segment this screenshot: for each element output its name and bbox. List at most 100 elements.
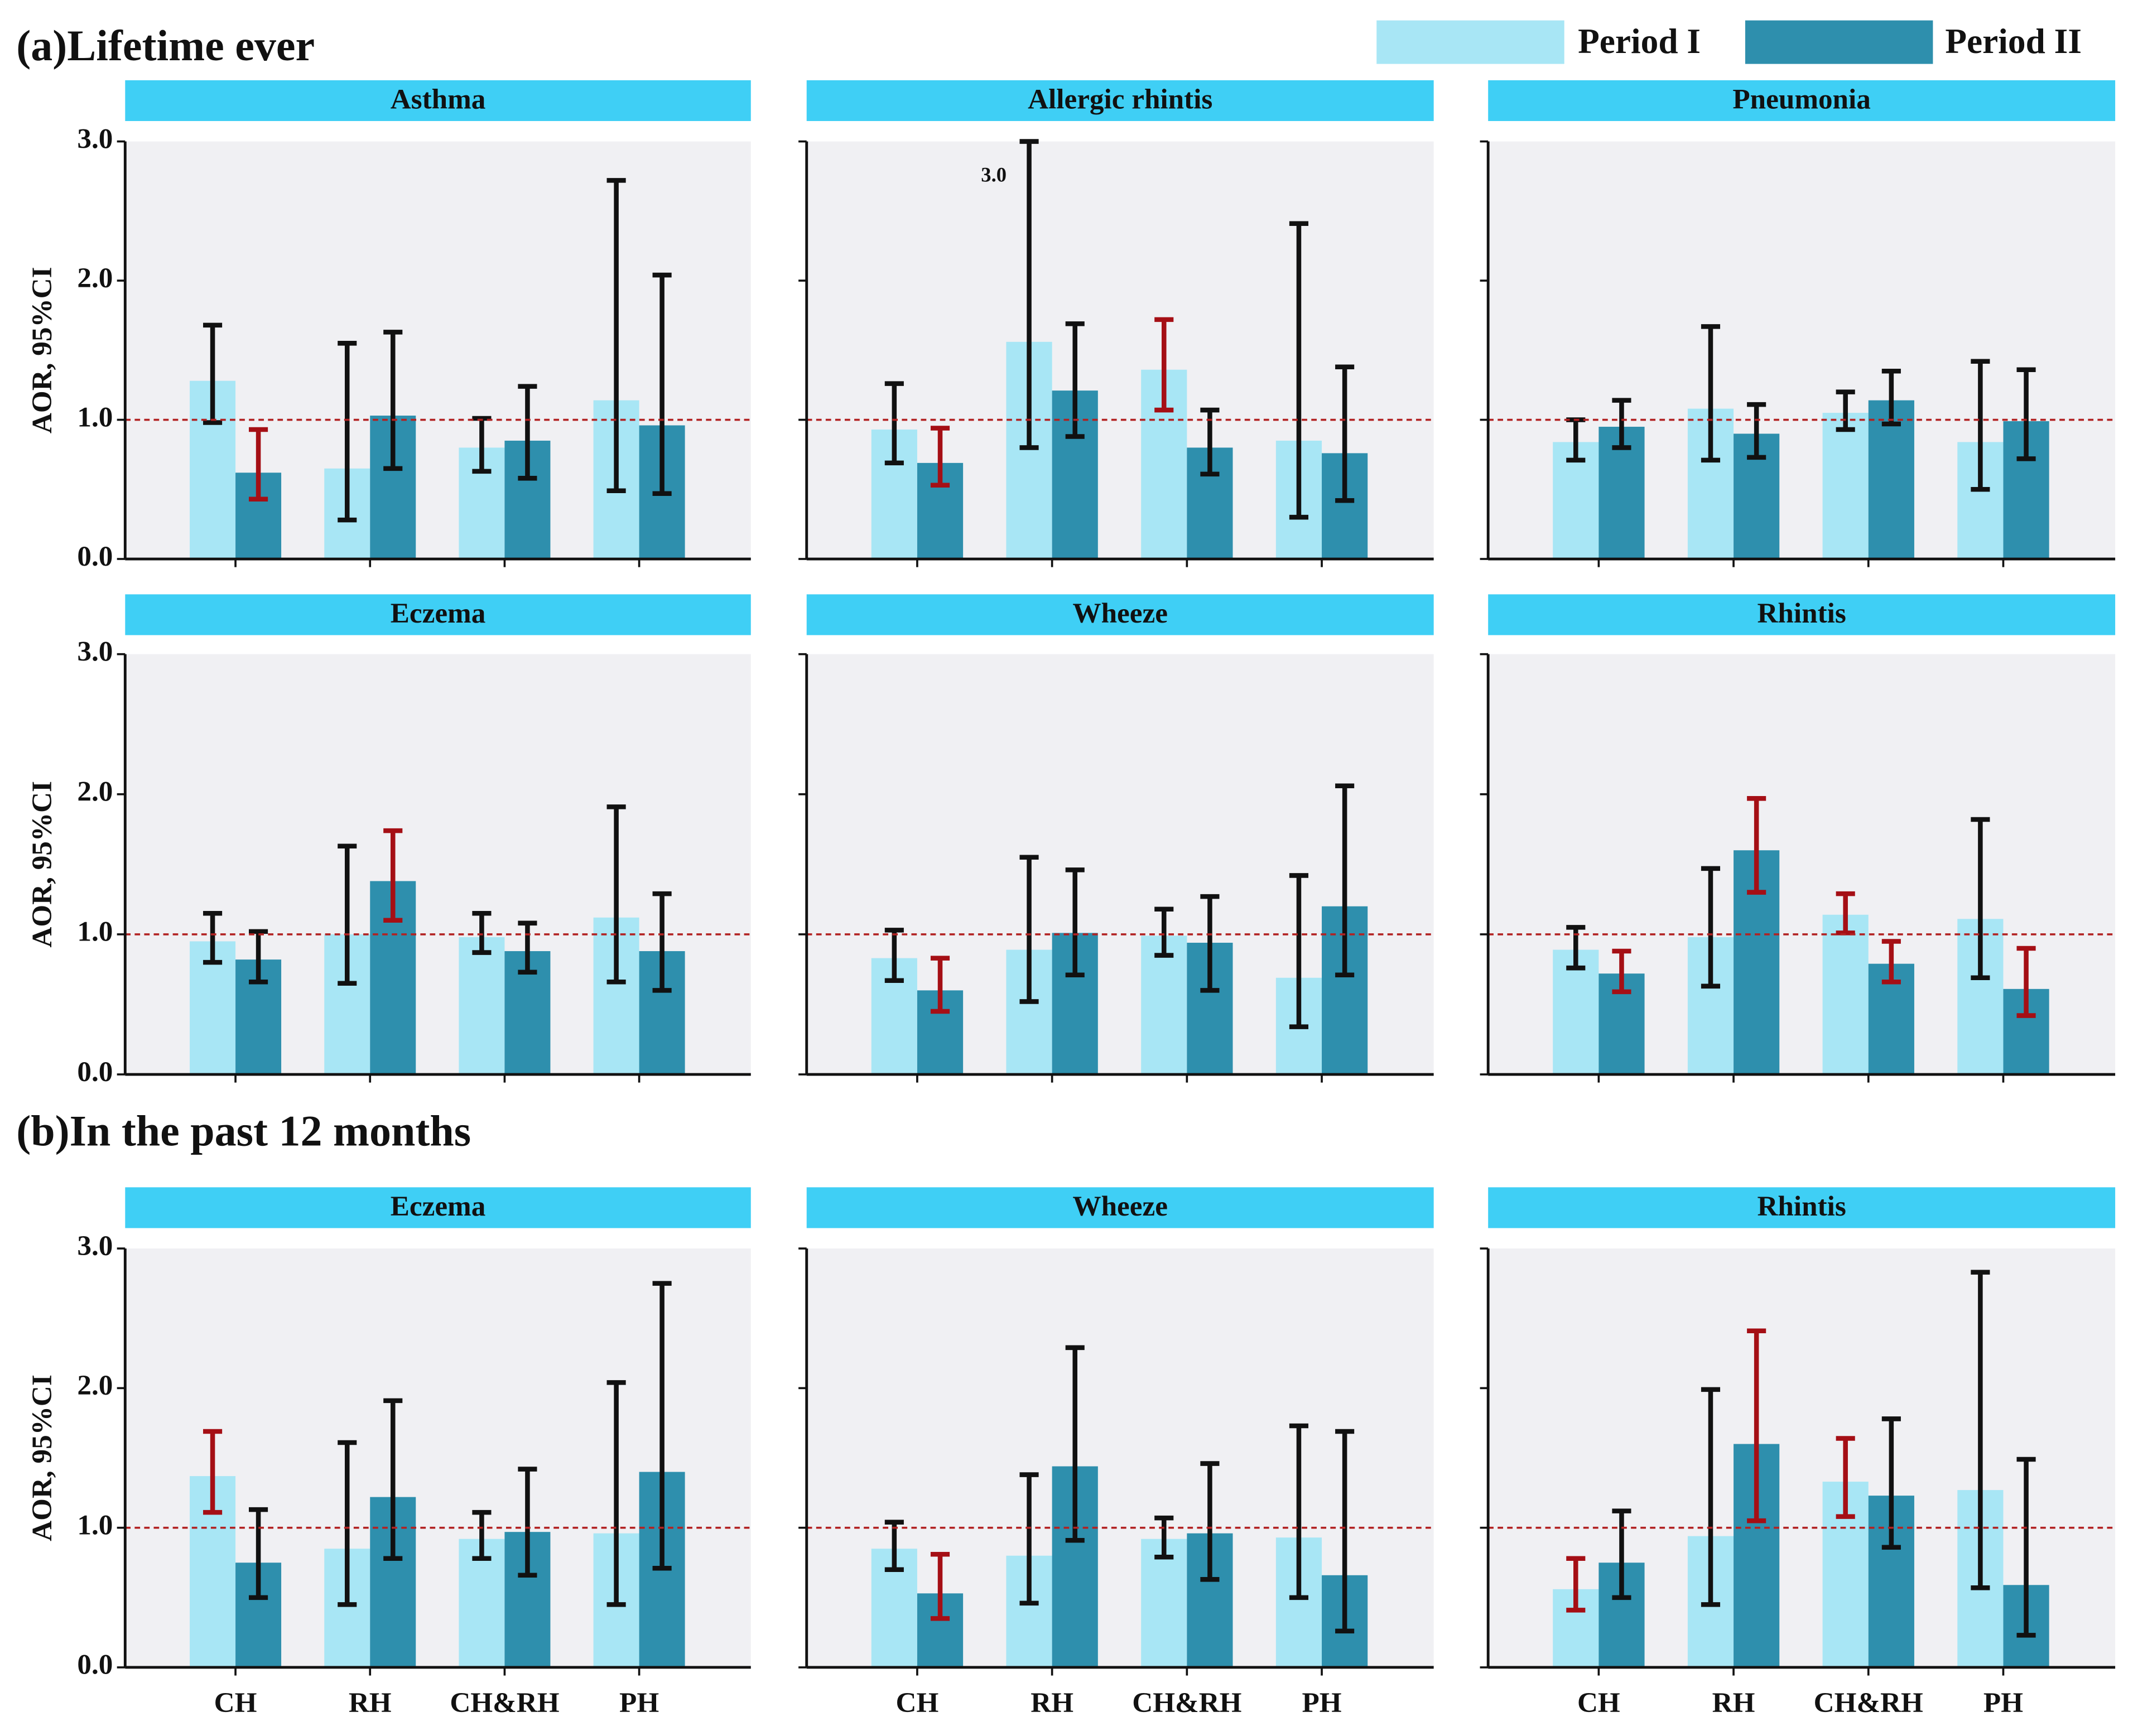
bar bbox=[1553, 949, 1599, 1075]
error-bar bbox=[1289, 1423, 1309, 1600]
bar bbox=[459, 937, 505, 1075]
x-tick-label: CH&RH bbox=[1814, 1687, 1923, 1719]
error-bar bbox=[1289, 873, 1309, 1029]
y-tick-label: 1.0 bbox=[77, 401, 113, 433]
panel-title: Eczema bbox=[391, 1190, 486, 1222]
strip bbox=[806, 1187, 1434, 1228]
y-tick-label: 0.0 bbox=[77, 1056, 113, 1088]
x-tick-label: RH bbox=[349, 1687, 392, 1719]
error-bar bbox=[1566, 1556, 1586, 1613]
x-tick-label: CH&RH bbox=[450, 1687, 559, 1719]
error-bar bbox=[606, 178, 626, 494]
strip bbox=[806, 80, 1434, 121]
error-bar bbox=[2016, 1457, 2036, 1638]
x-tick-label: PH bbox=[1983, 1687, 2023, 1719]
error-bar bbox=[1836, 891, 1855, 935]
figure-content: (a)Lifetime ever (b)In the past 12 month… bbox=[16, 20, 2116, 1719]
y-axis-label: AOR, 95%CI bbox=[26, 267, 58, 433]
strip bbox=[1488, 594, 2116, 635]
section-heading: (a)Lifetime ever bbox=[16, 21, 315, 70]
error-bar bbox=[1335, 783, 1355, 977]
bar bbox=[1822, 914, 1869, 1075]
error-bar bbox=[338, 843, 357, 986]
error-bar bbox=[472, 416, 492, 474]
error-bar bbox=[1701, 324, 1721, 463]
error-bar bbox=[1065, 321, 1085, 439]
bar bbox=[1141, 1539, 1187, 1667]
y-axis-label: AOR, 95%CI bbox=[26, 781, 58, 948]
bar bbox=[1868, 400, 1914, 560]
error-bar bbox=[1701, 866, 1721, 989]
strip bbox=[125, 594, 751, 635]
error-bar bbox=[383, 828, 403, 923]
error-bar bbox=[1335, 1429, 1355, 1634]
panel-title: Asthma bbox=[391, 84, 486, 115]
legend-label: Period II bbox=[1945, 22, 2082, 61]
x-tick-label: CH&RH bbox=[1132, 1687, 1241, 1719]
error-bar bbox=[1200, 1461, 1220, 1582]
error-bar bbox=[1612, 398, 1631, 450]
error-bar bbox=[1747, 1328, 1766, 1523]
error-bar bbox=[338, 1440, 357, 1607]
error-bar bbox=[1747, 796, 1766, 895]
strip bbox=[125, 80, 751, 121]
error-bar bbox=[1154, 1515, 1174, 1560]
x-tick-label: RH bbox=[1031, 1687, 1073, 1719]
error-bar bbox=[203, 322, 223, 425]
error-bar bbox=[1612, 1508, 1631, 1600]
strip bbox=[806, 594, 1434, 635]
error-bar bbox=[1154, 317, 1174, 413]
x-tick-label: PH bbox=[1302, 1687, 1341, 1719]
error-bar bbox=[203, 910, 223, 965]
strip bbox=[1488, 80, 2116, 121]
error-bar bbox=[2016, 946, 2036, 1018]
y-tick-label: 3.0 bbox=[77, 1230, 113, 1262]
y-tick-label: 1.0 bbox=[77, 916, 113, 948]
error-bar bbox=[606, 804, 626, 985]
error-bar bbox=[652, 1281, 672, 1571]
annotation: 3.0 bbox=[981, 163, 1007, 186]
error-bar bbox=[1747, 402, 1766, 460]
error-bar bbox=[652, 272, 672, 496]
error-bar bbox=[248, 929, 268, 985]
error-bar bbox=[1881, 1416, 1901, 1550]
error-bar bbox=[248, 427, 268, 502]
error-bar bbox=[383, 330, 403, 471]
error-bar bbox=[1881, 368, 1901, 427]
error-bar bbox=[1701, 1387, 1721, 1607]
strip bbox=[1488, 1187, 2116, 1228]
y-tick-label: 2.0 bbox=[77, 262, 113, 294]
legend-swatch bbox=[1376, 20, 1564, 64]
y-tick-label: 0.0 bbox=[77, 1649, 113, 1681]
legend-swatch bbox=[1745, 20, 1933, 64]
error-bar bbox=[472, 1510, 492, 1561]
y-tick-label: 3.0 bbox=[77, 123, 113, 155]
error-bar bbox=[1335, 364, 1355, 503]
error-bar bbox=[518, 920, 537, 975]
bar bbox=[1822, 413, 1869, 560]
error-bar bbox=[1971, 817, 1990, 981]
error-bar bbox=[884, 381, 904, 466]
panel-title: Wheeze bbox=[1072, 1190, 1168, 1222]
section-heading: (b)In the past 12 months bbox=[16, 1107, 471, 1155]
error-bar bbox=[930, 426, 950, 488]
y-tick-label: 2.0 bbox=[77, 776, 113, 808]
error-bar bbox=[1971, 359, 1990, 492]
error-bar bbox=[518, 384, 537, 481]
error-bar bbox=[1154, 906, 1174, 958]
y-tick-label: 1.0 bbox=[77, 1509, 113, 1541]
error-bar bbox=[1289, 221, 1309, 520]
error-bar bbox=[884, 1520, 904, 1573]
error-bar bbox=[884, 928, 904, 983]
error-bar bbox=[1019, 139, 1039, 450]
panel-title: Pneumonia bbox=[1732, 84, 1870, 115]
x-tick-label: CH bbox=[896, 1687, 939, 1719]
panel-title: Eczema bbox=[391, 597, 486, 629]
error-bar bbox=[1612, 948, 1631, 995]
panel-title: Rhintis bbox=[1757, 597, 1846, 629]
bar bbox=[1141, 935, 1187, 1075]
error-bar bbox=[1019, 855, 1039, 1004]
y-tick-label: 0.0 bbox=[77, 541, 113, 572]
